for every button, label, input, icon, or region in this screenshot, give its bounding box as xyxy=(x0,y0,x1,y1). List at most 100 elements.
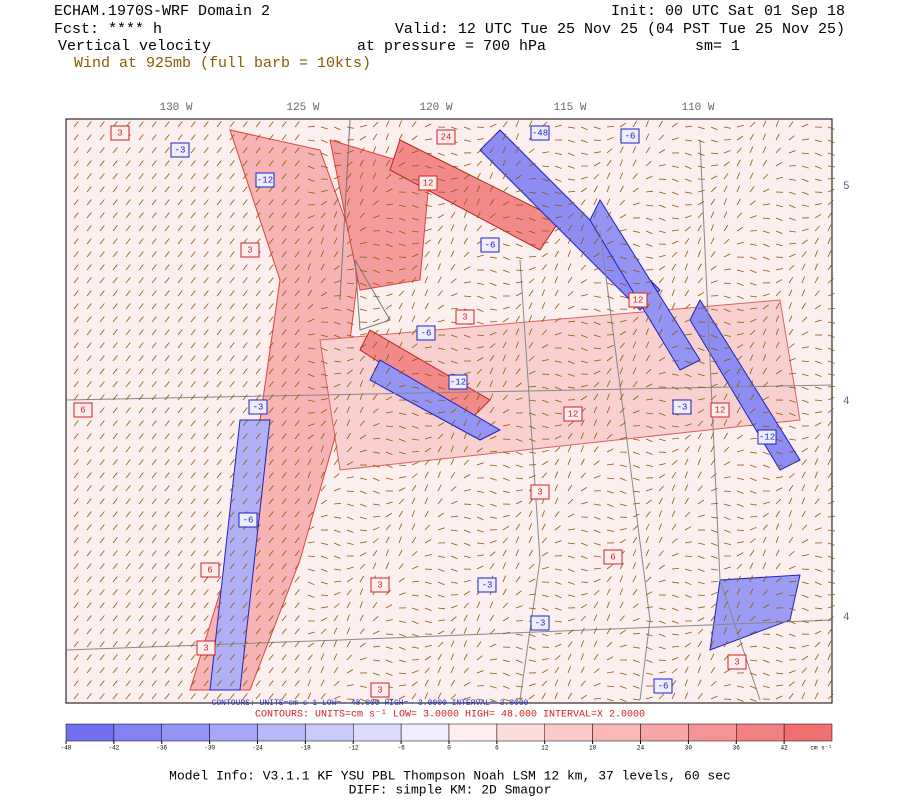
wind-barb xyxy=(619,672,627,676)
wind-barb xyxy=(216,407,222,414)
wind-barb xyxy=(86,667,92,674)
wind-barb xyxy=(658,693,665,700)
wind-barb xyxy=(827,188,835,193)
wind-barb xyxy=(242,615,248,622)
wind-barb xyxy=(73,160,79,167)
wind-barb xyxy=(73,615,79,622)
wind-barb xyxy=(528,302,533,310)
colorbar-cell xyxy=(65,723,115,742)
latitude-label: 5 xyxy=(843,181,850,193)
wind-barb xyxy=(502,146,506,154)
wind-barb xyxy=(229,485,235,492)
wind-barb xyxy=(541,399,549,404)
wind-barb xyxy=(463,224,468,232)
wind-barb xyxy=(541,264,547,271)
wind-barb xyxy=(749,269,757,274)
wind-barb xyxy=(567,421,574,427)
wind-barb xyxy=(398,695,406,700)
wind-barb xyxy=(619,319,627,323)
wind-barb xyxy=(619,601,624,609)
wind-barb xyxy=(398,161,406,167)
wind-barb xyxy=(632,502,640,505)
wind-barb xyxy=(216,459,222,466)
wind-barb xyxy=(580,486,588,492)
contour-label-box xyxy=(757,429,777,445)
wind-barb xyxy=(307,238,313,245)
wind-barb xyxy=(242,355,248,362)
wind-barb xyxy=(567,347,575,351)
wind-barb xyxy=(86,550,92,557)
wind-barb xyxy=(671,524,677,531)
wind-barb xyxy=(385,425,394,428)
wind-barb xyxy=(138,407,144,414)
wind-barb xyxy=(463,555,471,559)
wind-barb xyxy=(450,188,458,193)
wind-barb xyxy=(125,316,131,323)
wind-barb xyxy=(294,134,300,141)
wind-barb xyxy=(229,537,235,544)
wind-barb xyxy=(736,124,744,128)
wind-barb xyxy=(450,408,457,414)
wind-barb xyxy=(658,579,666,583)
wind-barb xyxy=(385,354,390,362)
wind-barb xyxy=(307,399,315,402)
wind-barb xyxy=(515,685,523,688)
wind-barb xyxy=(437,373,445,378)
wind-barb xyxy=(411,485,417,492)
wind-barb xyxy=(203,498,209,505)
wind-barb xyxy=(476,516,484,521)
wind-barb xyxy=(164,212,170,219)
wind-barb xyxy=(125,563,131,570)
contour-label-box xyxy=(727,654,747,670)
wind-barb xyxy=(450,471,456,479)
wind-barb xyxy=(242,316,248,323)
wind-barb xyxy=(515,562,520,570)
wind-barb xyxy=(606,255,614,258)
wind-barb xyxy=(99,407,105,414)
wind-barb xyxy=(216,680,222,687)
wind-barb xyxy=(229,433,235,440)
wind-barb xyxy=(658,371,666,375)
wind-barb xyxy=(385,464,393,468)
wind-barb xyxy=(411,386,419,389)
wind-barb xyxy=(476,211,481,219)
wind-barb xyxy=(437,319,445,323)
wind-barb xyxy=(385,243,393,248)
wind-barb xyxy=(489,516,497,519)
wind-barb xyxy=(606,601,610,609)
wind-barb xyxy=(788,217,796,221)
wind-barb xyxy=(99,446,105,453)
wind-barb xyxy=(762,188,770,193)
wind-barb xyxy=(294,654,300,661)
wind-barb xyxy=(697,542,705,546)
wind-barb xyxy=(749,146,754,154)
wind-barb xyxy=(528,217,536,222)
wind-barb xyxy=(814,619,822,622)
wind-barb xyxy=(632,187,639,193)
wind-barb xyxy=(281,160,287,167)
wind-barb xyxy=(749,550,755,557)
wind-barb xyxy=(749,630,757,635)
wind-barb xyxy=(437,594,445,598)
contour-label-box xyxy=(200,562,220,578)
wind-barb xyxy=(177,524,183,531)
wind-barb xyxy=(333,237,338,245)
wind-barb xyxy=(424,263,429,271)
wind-barb xyxy=(619,354,624,362)
wind-barb xyxy=(593,555,601,558)
wind-barb xyxy=(554,666,560,674)
contour-label: 3 xyxy=(377,580,382,590)
contour-label-box xyxy=(530,615,550,631)
wind-barb xyxy=(151,433,157,440)
wind-barb xyxy=(801,138,809,141)
wind-barb xyxy=(255,355,261,362)
wind-barb xyxy=(658,356,666,362)
wind-barb xyxy=(385,562,390,570)
wind-barb xyxy=(307,276,312,284)
wind-barb xyxy=(463,347,471,351)
wind-barb xyxy=(268,264,274,271)
wind-barb xyxy=(489,295,497,299)
wind-barbs xyxy=(73,120,836,703)
wind-barb xyxy=(645,562,650,570)
wind-barb xyxy=(567,568,575,573)
